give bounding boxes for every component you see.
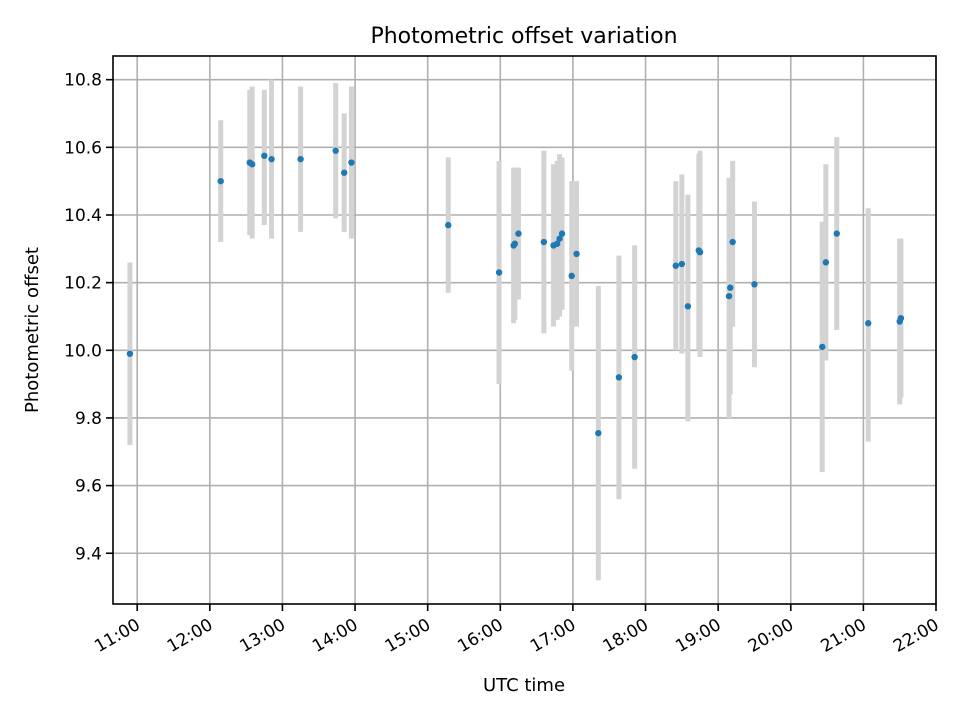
data-point	[865, 320, 872, 327]
chart-title: Photometric offset variation	[370, 24, 677, 49]
data-point	[495, 269, 503, 276]
data-point	[833, 230, 840, 237]
grid	[113, 56, 937, 604]
y-tick-label: 9.4	[75, 544, 102, 564]
data-point	[261, 152, 268, 159]
data-point	[615, 374, 623, 381]
data-point	[268, 155, 275, 163]
data-point	[573, 250, 580, 258]
data-point	[553, 240, 561, 247]
x-tick-label: 12:00	[164, 615, 216, 657]
y-tick-label: 9.6	[75, 477, 102, 497]
data-point	[297, 155, 304, 163]
data-point	[727, 284, 734, 291]
data-point	[217, 177, 224, 185]
data-point	[558, 230, 566, 237]
data-point	[819, 343, 826, 351]
data-point	[348, 159, 355, 166]
data-point	[556, 235, 563, 242]
data-point	[822, 259, 830, 266]
data-point	[515, 230, 522, 237]
y-tick-label: 10.6	[64, 138, 102, 158]
x-axis: 11:00 12:00 13:00 14:00 15:00 16:00 17:00 18:00…	[91, 604, 943, 657]
data-point	[340, 169, 348, 176]
y-tick-label: 10.4	[64, 206, 102, 226]
data-points	[126, 147, 905, 437]
data-point	[248, 161, 256, 168]
plot-frame	[112, 55, 937, 605]
data-point	[729, 238, 736, 246]
data-point	[696, 248, 704, 256]
x-tick-label: 20:00	[745, 615, 797, 657]
x-tick-label: 11:00	[91, 615, 143, 657]
x-tick-label: 21:00	[817, 615, 869, 657]
data-point	[672, 262, 679, 269]
x-tick-label: 19:00	[672, 615, 724, 657]
data-point	[684, 303, 692, 310]
data-point	[751, 281, 758, 288]
x-tick-label: 18:00	[600, 615, 652, 657]
error-bars	[127, 79, 904, 581]
y-tick-label: 10.0	[64, 341, 102, 361]
x-tick-label: 15:00	[382, 615, 434, 657]
y-tick-label: 10.8	[64, 71, 102, 91]
y-axis: 9.4 9.6 9.8 10.0 10.2 10.4 10.6 10.8	[64, 71, 113, 564]
data-point	[897, 314, 905, 322]
data-point	[511, 240, 519, 247]
data-point	[595, 429, 602, 437]
x-axis-label: UTC time	[483, 675, 565, 696]
data-point	[126, 350, 134, 357]
y-tick-label: 10.2	[64, 274, 102, 294]
y-tick-label: 9.8	[75, 409, 102, 429]
x-tick-label: 17:00	[527, 615, 579, 657]
x-tick-label: 22:00	[890, 615, 942, 657]
data-point	[568, 272, 575, 280]
data-point	[445, 221, 452, 229]
x-tick-label: 13:00	[237, 615, 289, 657]
data-point	[725, 292, 733, 300]
x-tick-label: 16:00	[454, 615, 506, 657]
data-point	[332, 147, 339, 154]
data-point	[678, 260, 686, 268]
y-axis-label: Photometric offset	[22, 247, 43, 413]
x-tick-label: 14:00	[309, 615, 361, 657]
data-point	[631, 353, 638, 361]
data-point	[540, 238, 548, 246]
